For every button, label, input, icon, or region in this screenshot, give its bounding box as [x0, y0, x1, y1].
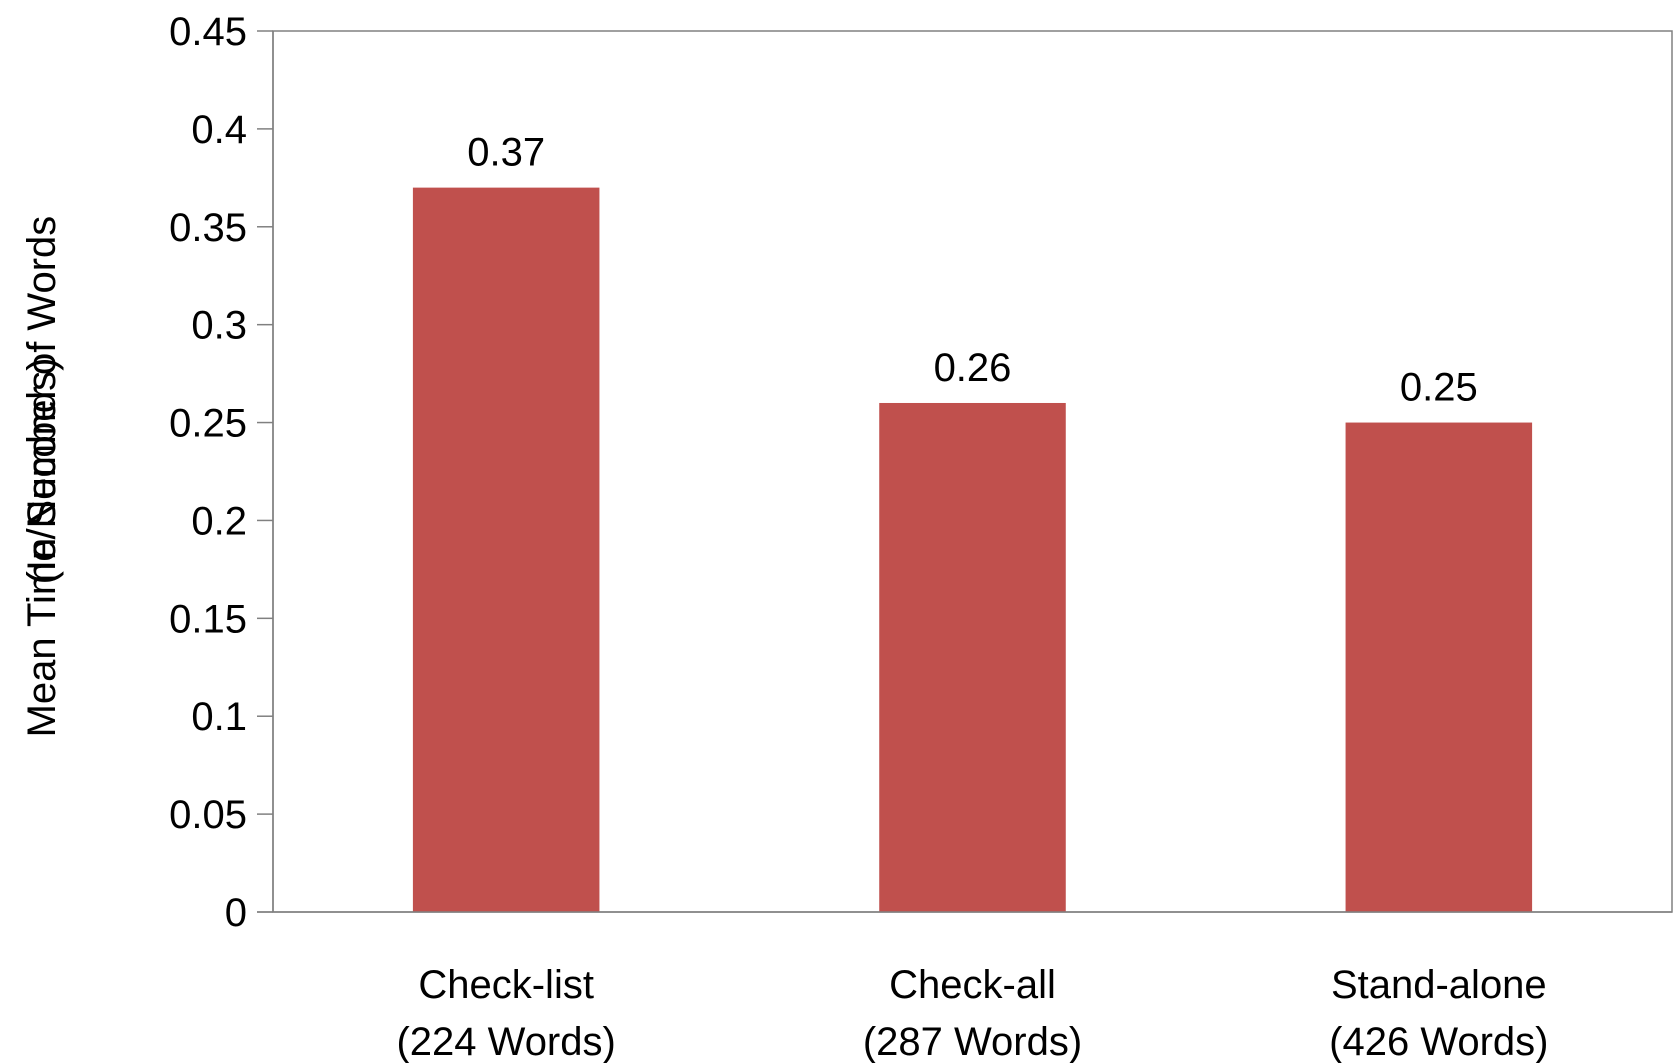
y-tick-label: 0.25 — [169, 402, 247, 446]
x-category-label: Check-list (224 Words) — [396, 963, 615, 1063]
data-label: 0.26 — [934, 346, 1012, 390]
y-tick-label: 0.2 — [191, 499, 247, 543]
x-category-label: Check-all (287 Words) — [863, 963, 1082, 1063]
y-tick-label: 0.45 — [169, 10, 247, 54]
bar — [412, 187, 600, 913]
y-tick-label: 0 — [225, 891, 247, 935]
data-label: 0.37 — [467, 131, 545, 175]
x-category-label-line: Check-all — [889, 963, 1056, 1007]
y-tick-label: 0.05 — [169, 793, 247, 837]
x-category-label-line: (224 Words) — [396, 1020, 615, 1063]
x-axis: Check-list (224 Words) Check-all (287 Words… — [257, 911, 1672, 1063]
x-category-label: Stand-alone (426 Words) — [1329, 963, 1548, 1063]
y-tick-label: 0.4 — [191, 108, 247, 152]
x-category-label-line: Stand-alone — [1331, 963, 1547, 1007]
y-tick-label: 0.1 — [191, 695, 247, 739]
y-tick-label: 0.15 — [169, 597, 247, 641]
y-axis: 0 0.05 0.1 0.15 0.2 0.25 0.3 0.35 0.4 0.45 — [169, 10, 274, 935]
y-axis-title-line-1: Mean Time/Number of Words — [20, 216, 64, 738]
bar — [879, 402, 1066, 912]
data-label: 0.25 — [1400, 366, 1478, 410]
x-category-label-line: (287 Words) — [863, 1020, 1082, 1063]
y-axis-title: Mean Time/Number of Words (In Seconds) — [20, 205, 64, 738]
y-tick-label: 0.35 — [169, 206, 247, 250]
y-axis-title-line-2: (In Seconds) — [20, 358, 64, 585]
x-category-label-line: (426 Words) — [1329, 1020, 1548, 1063]
bars: 0.37 0.26 0.25 — [412, 131, 1533, 913]
x-category-label-line: Check-list — [418, 963, 594, 1007]
y-tick-label: 0.3 — [191, 304, 247, 348]
bar — [1345, 422, 1533, 912]
